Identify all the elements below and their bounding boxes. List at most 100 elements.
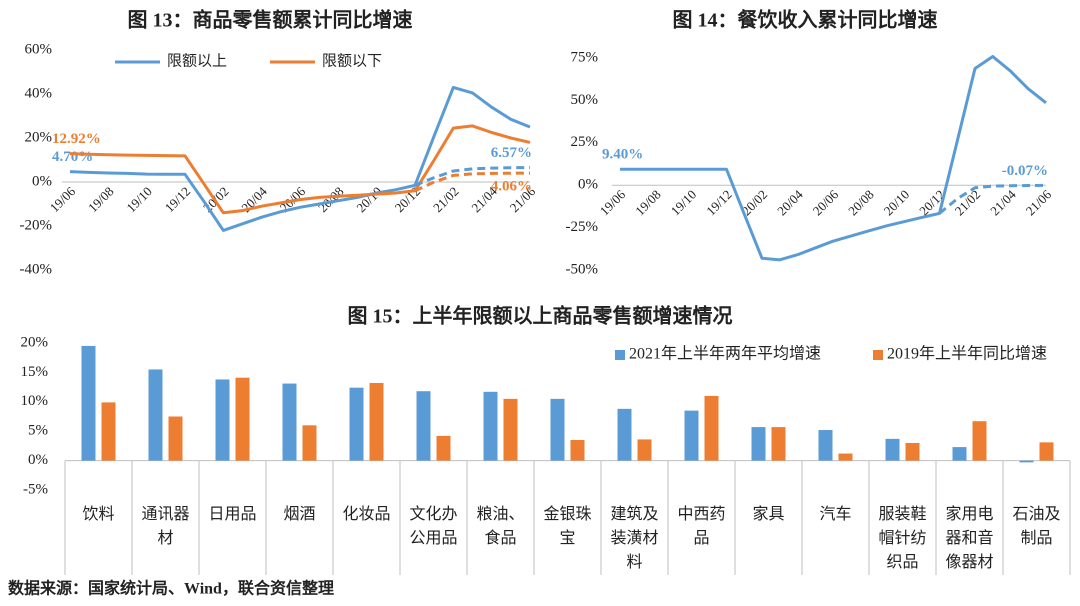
- data-label: 9.40%: [602, 147, 643, 163]
- bar: [1019, 460, 1034, 463]
- bar: [704, 395, 719, 461]
- data-label: 6.57%: [491, 145, 532, 161]
- y-tick-label: -20%: [20, 217, 53, 233]
- x-tick-label: 汽车: [819, 505, 851, 523]
- bar: [684, 410, 699, 461]
- legend-label: 限额以下: [322, 52, 382, 69]
- y-tick-label: 20%: [25, 129, 53, 145]
- data-label: 12.92%: [52, 131, 101, 147]
- x-tick-label: 19/10: [123, 184, 155, 216]
- x-tick-label: 化妆品: [342, 505, 390, 523]
- bar: [751, 427, 766, 461]
- data-label: 4.70%: [52, 149, 93, 165]
- x-tick-label: 20/06: [810, 186, 842, 218]
- x-tick-label: 20/10: [353, 184, 385, 216]
- x-tick-label: 饮料: [82, 505, 114, 523]
- y-tick-label: 0%: [28, 452, 48, 468]
- y-tick-label: 20%: [21, 334, 49, 350]
- bar: [972, 421, 987, 461]
- y-tick-label: 0%: [578, 177, 598, 193]
- bar: [483, 391, 498, 461]
- line-series: [69, 124, 531, 215]
- bar: [771, 427, 786, 461]
- bar: [416, 391, 431, 461]
- line-series: [938, 183, 1047, 215]
- source-note: 数据来源：国家统计局、Wind，联合资信整理: [8, 579, 334, 598]
- bar: [302, 425, 317, 461]
- x-tick-label: 文化办公用品: [409, 505, 457, 547]
- data-label: -0.07%: [1002, 163, 1048, 179]
- x-tick-label: 通讯器材: [141, 505, 189, 547]
- x-tick-label: 21/02: [952, 187, 984, 219]
- bar: [818, 430, 833, 461]
- line-series: [620, 54, 1047, 262]
- line-series: [414, 166, 531, 187]
- bar: [349, 387, 364, 461]
- x-tick-label: 家用电器和音像器材: [945, 505, 993, 571]
- y-tick-label: 10%: [21, 393, 49, 409]
- legend-swatch: [873, 350, 883, 360]
- bar: [1039, 442, 1054, 461]
- x-tick-label: 21/04: [987, 186, 1019, 218]
- x-tick-label: 19/08: [85, 184, 117, 216]
- y-tick-label: -50%: [566, 261, 599, 277]
- x-tick-label: 中西药品: [677, 505, 725, 547]
- legend-label: 2019年上半年同比增速: [887, 345, 1047, 363]
- x-tick-label: 20/10: [881, 187, 913, 219]
- y-tick-label: -25%: [566, 219, 599, 235]
- line-series: [414, 171, 531, 193]
- x-tick-label: 20/08: [845, 187, 877, 219]
- bar: [101, 402, 116, 461]
- x-tick-label: 21/02: [430, 184, 462, 216]
- x-tick-label: 19/06: [597, 186, 629, 218]
- bar: [570, 440, 585, 461]
- bar: [550, 398, 565, 461]
- x-tick-label: 20/04: [774, 186, 806, 218]
- data-label: 4.06%: [491, 179, 532, 195]
- bar: [369, 382, 384, 461]
- x-tick-label: 烟酒: [283, 505, 315, 523]
- legend-label: 2021年上半年两年平均增速: [629, 345, 821, 363]
- x-tick-label: 日用品: [208, 506, 256, 523]
- y-tick-label: 5%: [28, 423, 48, 439]
- legend-label: 限额以上: [167, 52, 227, 69]
- x-tick-label: 石油及制品: [1012, 505, 1060, 547]
- x-tick-label: 家具: [752, 505, 784, 523]
- bar: [838, 453, 853, 461]
- y-tick-label: 25%: [571, 134, 599, 150]
- bar: [503, 398, 518, 461]
- y-tick-label: -40%: [20, 261, 53, 277]
- line-series: [69, 85, 531, 232]
- y-tick-label: 0%: [32, 173, 52, 189]
- chart-title: 图 13：商品零售额累计同比增速: [128, 8, 413, 32]
- x-tick-label: 服装鞋帽针纺织品: [878, 505, 926, 571]
- bar: [617, 408, 632, 461]
- y-tick-label: 50%: [571, 92, 599, 108]
- chart-title: 图 15：上半年限额以上商品零售额增速情况: [348, 304, 733, 328]
- chart-title: 图 14：餐饮收入累计同比增速: [673, 8, 938, 32]
- x-tick-label: 粮油、食品: [476, 505, 524, 547]
- bar: [81, 345, 96, 461]
- bar: [215, 379, 230, 461]
- bar: [168, 416, 183, 461]
- x-tick-label: 19/12: [162, 184, 194, 216]
- bar: [905, 442, 920, 461]
- y-tick-label: -5%: [23, 481, 48, 497]
- y-tick-label: 75%: [571, 49, 599, 65]
- bar: [885, 438, 900, 461]
- bar: [148, 369, 163, 461]
- x-tick-label: 19/12: [703, 187, 735, 219]
- bar: [436, 435, 451, 461]
- x-tick-label: 19/08: [632, 187, 664, 219]
- x-tick-label: 建筑及装潢材料: [610, 505, 658, 571]
- x-tick-label: 21/06: [1023, 186, 1055, 218]
- y-tick-label: 60%: [25, 41, 53, 57]
- bar: [282, 383, 297, 461]
- legend-swatch: [615, 350, 625, 360]
- x-tick-label: 19/10: [668, 187, 700, 219]
- bar: [235, 377, 250, 461]
- y-tick-label: 15%: [21, 364, 49, 380]
- y-tick-label: 40%: [25, 85, 53, 101]
